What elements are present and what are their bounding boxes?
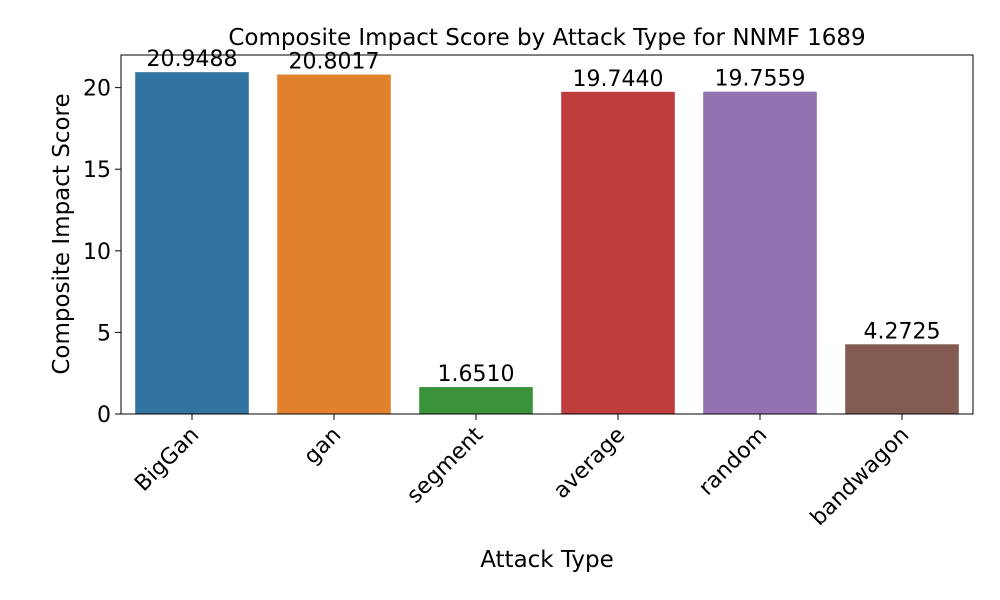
x-tick-label-biggan: BigGan xyxy=(130,423,204,497)
bars-group xyxy=(135,72,959,415)
value-label-average: 19.7440 xyxy=(573,67,664,92)
bar-bandwagon xyxy=(845,344,959,414)
y-tick-label: 0 xyxy=(97,403,111,428)
chart-title: Composite Impact Score by Attack Type fo… xyxy=(228,25,865,51)
bar-average xyxy=(561,91,675,415)
x-axis-label: Attack Type xyxy=(480,547,614,573)
value-labels-group: 20.9488 20.8017 1.6510 19.7440 19.7559 4.2725 xyxy=(147,47,941,387)
bar-biggan xyxy=(135,72,249,414)
x-tick-label-bandwagon: bandwagon xyxy=(806,423,914,531)
value-label-segment: 1.6510 xyxy=(438,362,515,387)
value-label-bandwagon: 4.2725 xyxy=(864,319,941,344)
y-tick-label: 15 xyxy=(83,158,111,183)
x-axis: BigGan gan segment average random bandwagon xyxy=(130,414,914,531)
value-label-gan: 20.8017 xyxy=(289,50,380,75)
bar-random xyxy=(703,91,817,414)
plot-frame xyxy=(120,54,974,415)
x-tick-label-segment: segment xyxy=(402,422,488,508)
y-axis: 0 5 10 15 20 xyxy=(83,77,121,428)
y-tick-label: 5 xyxy=(97,321,111,346)
x-tick-label-gan: gan xyxy=(299,423,346,470)
value-label-biggan: 20.9488 xyxy=(147,47,238,72)
y-tick-label: 20 xyxy=(83,77,111,102)
y-tick-label: 10 xyxy=(83,240,111,265)
x-tick-label-average: average xyxy=(549,423,630,504)
value-label-random: 19.7559 xyxy=(715,67,806,92)
x-tick-label-random: random xyxy=(694,423,772,501)
bar-segment xyxy=(419,387,533,414)
y-axis-label: Composite Impact Score xyxy=(49,93,75,374)
bar-gan xyxy=(277,74,391,414)
